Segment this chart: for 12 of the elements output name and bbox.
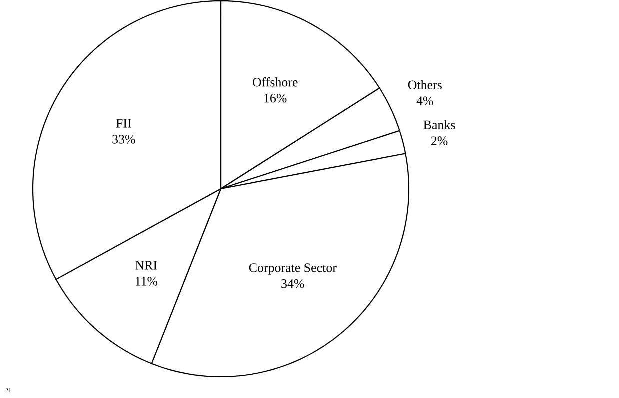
data-label: 4% [416, 96, 434, 106]
data-label: 33% [112, 135, 136, 144]
data-label: 11% [136, 277, 158, 286]
data-label: 2% [431, 136, 448, 146]
data-label: 34% [282, 279, 304, 288]
slice-label: Banks [424, 120, 456, 130]
slice-label: NRI [136, 261, 158, 270]
slice-label: Others [408, 80, 442, 90]
slice-label: Corporate Sector [249, 264, 337, 275]
data-label: 16% [264, 94, 287, 103]
slice-label: Offshore [252, 78, 298, 87]
slice-label: FII [116, 119, 132, 128]
